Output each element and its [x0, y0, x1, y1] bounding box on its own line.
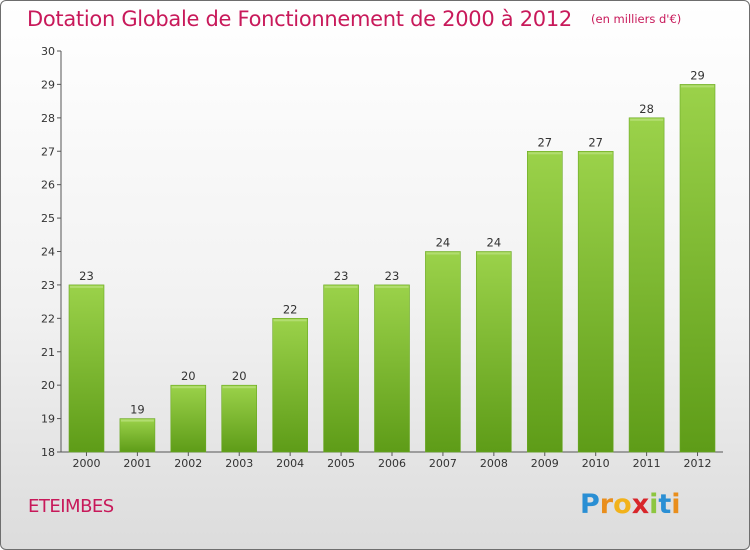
logo-letter: r: [599, 489, 614, 520]
bar: [679, 84, 716, 453]
axis-layer: 18 19 20 21 22 23 24 25 26 27 28 29 30 2000 2001 2002 20…: [41, 45, 723, 470]
bar: [374, 284, 410, 453]
bar-highlight: [171, 386, 205, 389]
x-tick-label: 2000: [72, 457, 100, 470]
bar: [323, 284, 359, 453]
data-label: 24: [487, 236, 502, 250]
bar-highlight: [681, 85, 714, 88]
x-tick-label: 2009: [531, 457, 559, 470]
bar-highlight: [528, 152, 562, 155]
data-label: 23: [79, 269, 94, 283]
x-tick-label: 2002: [174, 457, 202, 470]
bar: [475, 251, 512, 453]
bar-highlight: [324, 285, 358, 288]
y-tick-label: 19: [41, 413, 55, 426]
bar: [119, 418, 156, 453]
bar-highlight: [273, 319, 307, 322]
y-tick-label: 27: [41, 145, 55, 158]
bar: [628, 117, 665, 453]
x-tick-label: 2007: [429, 457, 457, 470]
y-tick-label: 29: [41, 78, 55, 91]
bar-highlight: [477, 252, 511, 255]
bar: [577, 151, 614, 453]
bar: [272, 317, 309, 453]
bar: [526, 151, 563, 453]
logo-letter: P: [580, 489, 600, 520]
y-tick-label: 24: [41, 246, 55, 259]
x-tick-label: 2011: [633, 457, 661, 470]
logo-letter: x: [631, 489, 650, 520]
data-label: 29: [690, 68, 705, 82]
bar: [170, 384, 207, 453]
data-label: 23: [385, 269, 400, 283]
bar: [221, 384, 257, 453]
logo-letter: i: [671, 489, 681, 520]
chart-title: Dotation Globale de Fonctionnement de 20…: [27, 7, 572, 31]
x-tick-label: 2008: [480, 457, 508, 470]
bar-highlight: [70, 285, 103, 288]
bar-highlight: [222, 386, 256, 389]
logo-letter: i: [649, 489, 659, 520]
data-label: 27: [588, 135, 603, 149]
data-label: 22: [283, 302, 298, 316]
data-label: 19: [130, 403, 145, 417]
y-tick-label: 25: [41, 212, 55, 225]
bar-highlight: [120, 419, 154, 422]
data-label: 20: [181, 369, 196, 383]
y-tick-label: 30: [41, 45, 55, 58]
y-tick-label: 20: [41, 379, 55, 392]
chart-subtitle: (en milliers d'€): [591, 12, 682, 26]
y-tick-label: 23: [41, 279, 55, 292]
proxiti-logo[interactable]: Proxiti: [580, 489, 681, 520]
bar-highlight: [579, 152, 613, 155]
x-tick-label: 2003: [225, 457, 253, 470]
data-label: 28: [639, 102, 654, 116]
data-label: 27: [537, 135, 552, 149]
data-label: 24: [436, 236, 451, 250]
bar-highlight: [426, 252, 460, 255]
y-tick-label: 28: [41, 112, 55, 125]
logo-letter: o: [613, 489, 632, 520]
x-tick-label: 2001: [123, 457, 151, 470]
bar-highlight: [375, 285, 409, 288]
y-tick-label: 22: [41, 312, 55, 325]
x-tick-label: 2012: [684, 457, 712, 470]
y-tick-label: 18: [41, 446, 55, 459]
y-tick-label: 21: [41, 346, 55, 359]
x-tick-label: 2010: [582, 457, 610, 470]
data-label: 20: [232, 369, 247, 383]
x-tick-label: 2006: [378, 457, 406, 470]
y-tick-label: 26: [41, 179, 55, 192]
bar: [68, 284, 105, 453]
logo-letter: t: [658, 489, 672, 520]
title-row: Dotation Globale de Fonctionnement de 20…: [27, 7, 681, 31]
data-label: 23: [334, 269, 349, 283]
bar-layer: [68, 84, 716, 453]
x-tick-label: 2004: [276, 457, 304, 470]
bar-highlight: [630, 118, 664, 121]
label-layer: 23 19 20 20 22 23 23 24 24 27 27 28 29: [79, 68, 705, 416]
commune-name: ETEIMBES: [28, 496, 114, 517]
bar: [425, 251, 461, 453]
x-tick-label: 2005: [327, 457, 355, 470]
